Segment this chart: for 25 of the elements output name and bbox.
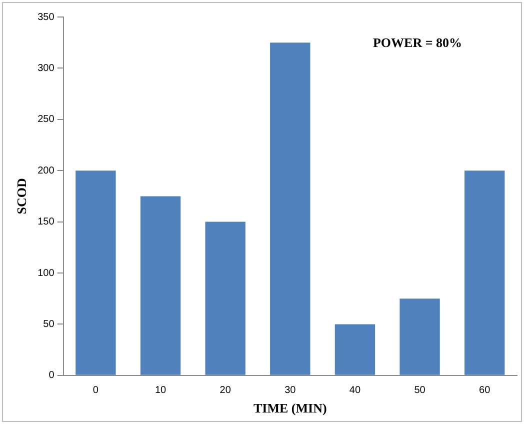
y-tick-label: 250 [38, 114, 55, 126]
y-tick-label: 150 [38, 216, 55, 228]
x-tick-label: 10 [154, 385, 167, 396]
x-tick-label: 0 [92, 385, 99, 396]
y-tick-label: 200 [38, 165, 55, 176]
x-tick-label: 40 [349, 385, 361, 396]
bar [400, 298, 440, 375]
x-tick-label: 60 [479, 385, 491, 396]
x-tick-label: 20 [220, 385, 232, 396]
bar [205, 222, 246, 375]
y-tick-label: 100 [38, 268, 55, 279]
annotation: POWER = 80% [372, 34, 462, 50]
y-tick-label: 350 [38, 12, 55, 23]
bar [334, 324, 376, 375]
y-tick-label: 50 [43, 318, 55, 330]
x-tick-label: 50 [414, 385, 426, 396]
bar [270, 42, 310, 375]
x-tick-label: 30 [284, 385, 296, 396]
y-axis-title: SCOD [14, 178, 30, 214]
bar [140, 196, 181, 375]
y-tick-label: 300 [38, 62, 55, 74]
bar [76, 170, 116, 375]
bar [464, 170, 505, 375]
x-axis-title: TIME (MIN) [253, 400, 327, 416]
y-tick-label: 0 [48, 370, 55, 382]
